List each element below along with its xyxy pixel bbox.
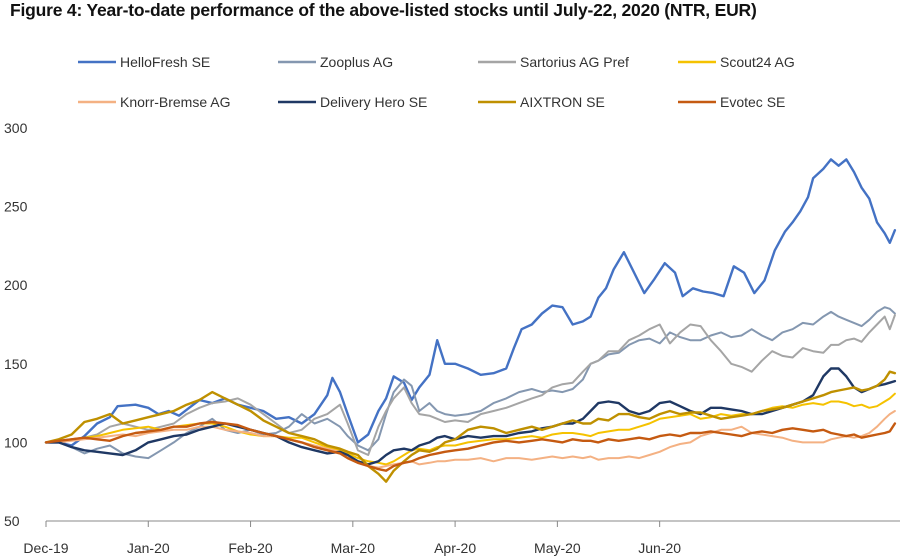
legend-label: Knorr-Bremse AG (120, 94, 230, 110)
y-tick-label: 50 (4, 513, 20, 529)
x-tick-label: Jun-20 (638, 540, 681, 556)
legend-label: Scout24 AG (720, 54, 795, 70)
series-line-aixtron-se (44, 370, 897, 483)
y-tick-label: 200 (4, 277, 28, 293)
x-tick-label: Dec-19 (23, 540, 68, 556)
legend-label: HelloFresh SE (120, 54, 210, 70)
series-line-hellofresh-se (44, 158, 897, 447)
x-tick-label: Jan-20 (127, 540, 170, 556)
y-tick-label: 100 (4, 434, 28, 450)
legend-label: Sartorius AG Pref (520, 54, 629, 70)
x-tick-label: May-20 (534, 540, 581, 556)
y-tick-label: 150 (4, 356, 28, 372)
x-tick-label: Apr-20 (434, 540, 476, 556)
legend-label: Delivery Hero SE (320, 94, 427, 110)
y-tick-label: 300 (4, 120, 28, 136)
x-tick-label: Mar-20 (331, 540, 376, 556)
legend-label: Zooplus AG (320, 54, 393, 70)
chart-title: Figure 4: Year-to-date performance of th… (10, 0, 757, 20)
legend-label: AIXTRON SE (520, 94, 605, 110)
y-tick-label: 250 (4, 199, 28, 215)
legend-label: Evotec SE (720, 94, 785, 110)
series-line-evotec-se (44, 420, 897, 472)
x-tick-label: Feb-20 (228, 540, 273, 556)
series-line-delivery-hero-se (44, 367, 897, 466)
series-line-knorr-bremse-ag (45, 410, 896, 469)
series-line-sartorius-ag-pref (45, 314, 896, 456)
